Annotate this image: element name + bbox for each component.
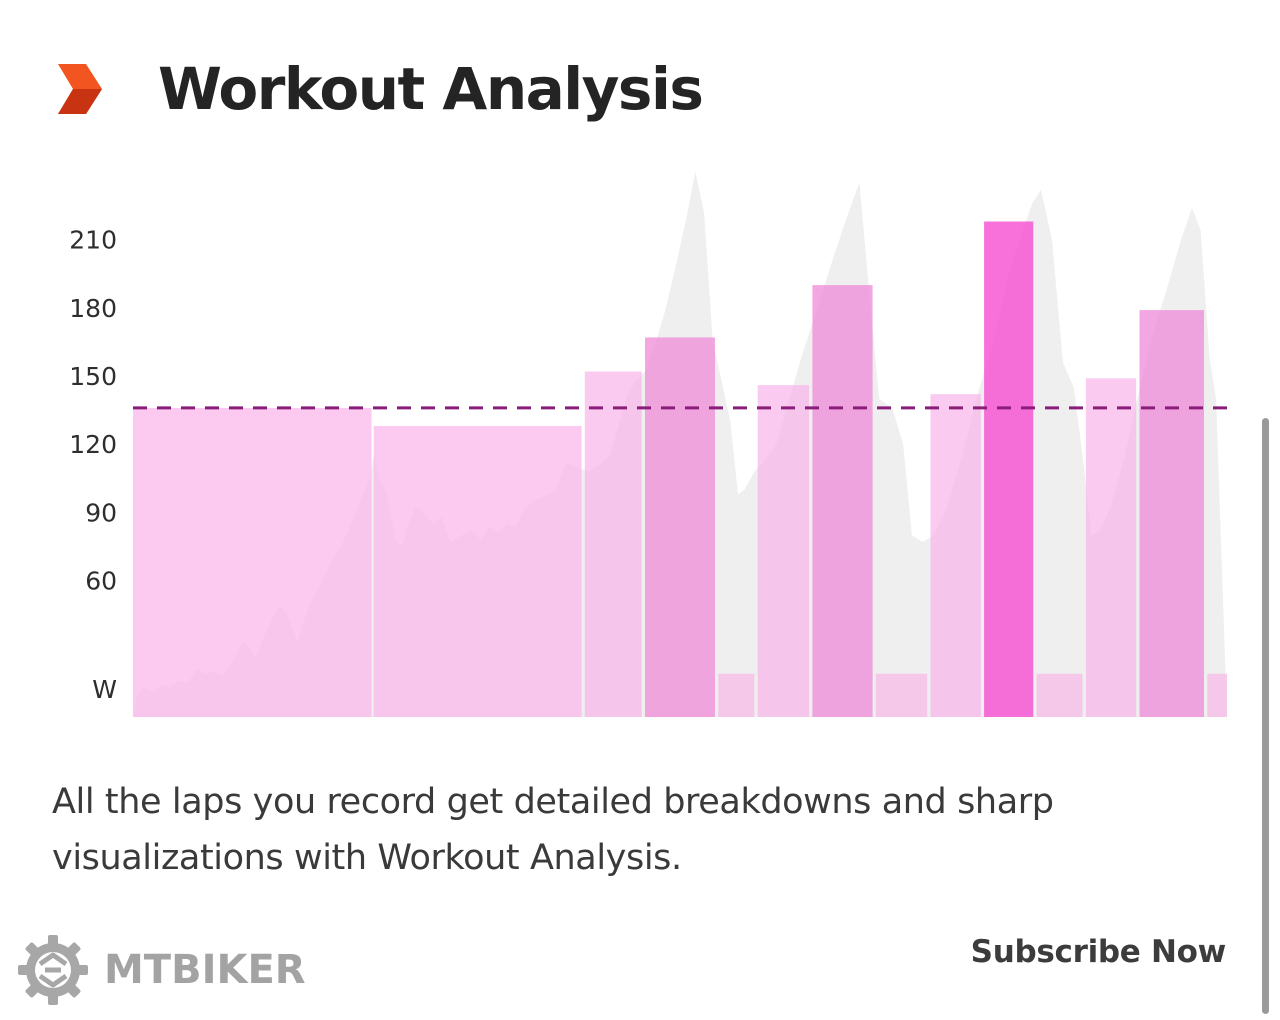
y-axis-unit: W [92, 675, 117, 704]
lap-bar-6[interactable] [757, 385, 810, 717]
feature-description: All the laps you record get detailed bre… [52, 782, 1054, 878]
page-title: Workout Analysis [158, 55, 704, 123]
lap-bar-2[interactable] [373, 426, 582, 717]
lap-bar-5[interactable] [718, 673, 755, 717]
lap-bar-3[interactable] [584, 371, 642, 718]
lap-bar-8[interactable] [875, 673, 928, 717]
lap-bar-12[interactable] [1085, 378, 1137, 717]
scrollbar[interactable] [1262, 418, 1269, 1014]
lap-bar-10[interactable] [984, 221, 1034, 718]
lap-bar-7[interactable] [812, 285, 873, 717]
y-tick-label: 180 [69, 294, 117, 323]
header: Workout Analysis [56, 52, 704, 126]
y-tick-label: 150 [69, 362, 117, 391]
lap-bar-9[interactable] [930, 394, 981, 717]
power-chart: 60 90 120 150 180 210 W [0, 150, 1260, 740]
lap-bar-1[interactable] [133, 407, 372, 717]
lap-bar-13[interactable] [1139, 310, 1205, 717]
lap-bar-14[interactable] [1207, 673, 1227, 717]
y-tick-label: 60 [85, 567, 117, 596]
y-tick-label: 120 [69, 430, 117, 459]
logo-text: MTBIKER [104, 947, 306, 993]
subscribe-now-button[interactable]: Subscribe Now [970, 934, 1227, 970]
gear-icon [18, 935, 88, 1005]
power-chart-svg: 60 90 120 150 180 210 W [69, 171, 1227, 718]
y-tick-label: 210 [69, 226, 117, 255]
lap-bar-4[interactable] [645, 337, 715, 717]
y-tick-label: 90 [85, 498, 117, 527]
lap-bar-11[interactable] [1036, 673, 1083, 717]
mtbiker-logo: MTBIKER [16, 932, 306, 1008]
orange-chevron-icon [58, 64, 102, 114]
